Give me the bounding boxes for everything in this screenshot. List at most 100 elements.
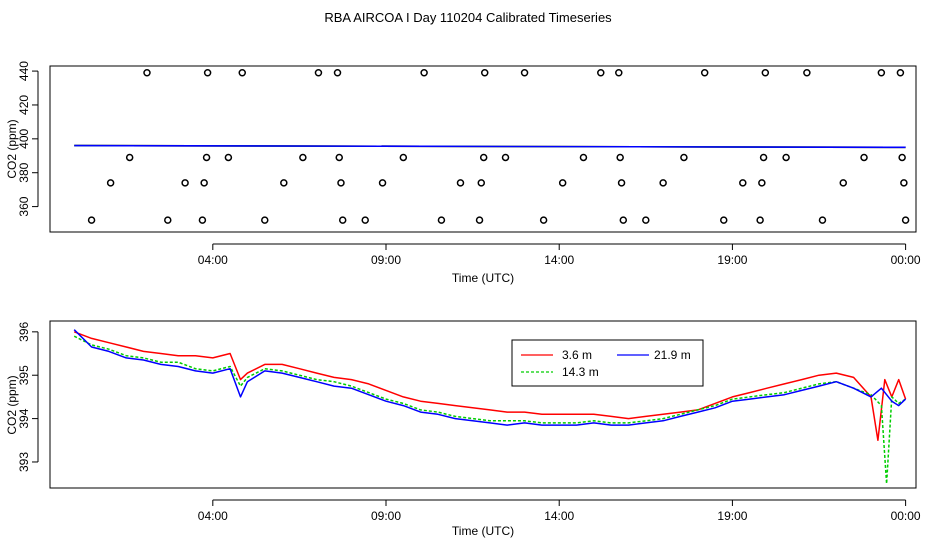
scatter-point [480,69,489,77]
scatter-point [803,69,811,77]
scatter-point [477,179,486,187]
bottom-y-axis-label: CO2 (ppm) [5,375,19,434]
bottom-x-axis-label: Time (UTC) [452,524,514,538]
top-y-tick-label: 380 [17,162,31,182]
scatter-point [333,69,342,77]
bottom-x-tick-label: 19:00 [717,509,747,523]
top-y-tick-label: 360 [17,196,31,216]
bottom-series-lines [73,329,907,485]
scatter-point [378,179,387,187]
panel-top: 04:00 09:00 14:00 19:00 00:00 360 380 400 420 440… [5,61,921,285]
scatter-point [642,216,650,224]
scatter-point [338,216,347,224]
scatter-point [719,216,728,224]
scatter-point [839,179,848,187]
top-x-tick-label: 04:00 [198,253,228,267]
scatter-point [756,216,764,224]
scatter-point [361,216,369,224]
legend-label-14-3m: 14.3 m [562,365,599,379]
scatter-point [761,69,770,77]
plot-frame-top [49,65,917,233]
scatter-point [782,153,790,162]
top-y-axis-label: CO2 (ppm) [5,119,19,178]
scatter-point [200,179,208,187]
legend: 3.6 m 21.9 m 14.3 m [511,339,704,387]
scatter-point [759,153,768,162]
scatter-point [597,69,605,77]
scatter-point [896,69,905,77]
scatter-point [337,179,345,187]
scatter-point [619,216,628,224]
scatter-point [700,69,709,77]
top-x-tick-label: 14:00 [544,253,574,267]
scatter-point [238,69,247,77]
scatter-point [615,69,623,77]
scatter-point [758,179,766,187]
legend-box [511,339,704,387]
top-axes: 04:00 09:00 14:00 19:00 00:00 360 380 400 420 440 [17,61,921,267]
top-x-tick-label: 09:00 [371,253,401,267]
scatter-point [818,216,827,224]
scatter-point [475,216,484,224]
bottom-series-3-6-m [73,331,907,442]
top-x-tick-label: 00:00 [891,253,921,267]
scatter-point [106,179,115,187]
scatter-point [202,153,211,162]
bottom-x-tick-label: 04:00 [198,509,228,523]
scatter-point [399,153,408,162]
bottom-y-tick-label: 396 [17,322,31,342]
scatter-point [125,153,134,162]
top-y-tick-label: 420 [17,95,31,115]
scatter-point [420,69,428,77]
scatter-point [198,216,207,224]
scatter-point [299,153,307,162]
bottom-x-tick-label: 09:00 [371,509,401,523]
scatter-point [579,153,588,162]
scatter-point [739,179,747,187]
top-x-axis-label: Time (UTC) [452,271,514,285]
scatter-point [261,216,269,224]
scatter-point [501,153,510,162]
scatter-point [900,179,908,187]
scatter-point [280,179,288,187]
scatter-point [680,153,688,162]
scatter-point [860,153,868,162]
scatter-point [456,179,465,187]
scatter-point [437,216,446,224]
scatter-point [224,153,233,162]
legend-label-21-9m: 21.9 m [654,348,691,362]
scatter-point [539,216,548,224]
scatter-point [479,153,488,162]
top-scatter-points [87,69,910,224]
bottom-y-tick-label: 395 [17,365,31,385]
scatter-point [616,153,624,162]
bottom-series-14-3-m [73,335,906,485]
scatter-point [898,153,906,162]
panel-bottom: 04:00 09:00 14:00 19:00 00:00 393 394 395 396 Ti… [5,320,921,538]
scatter-point [181,179,189,187]
bottom-y-tick-label: 393 [17,452,31,472]
chart-title: RBA AIRCOA I Day 110204 Calibrated Times… [324,10,612,25]
scatter-point [617,179,626,187]
bottom-x-tick-label: 00:00 [891,509,921,523]
bottom-series-21-9-m [73,329,907,426]
top-y-tick-label: 400 [17,129,31,149]
scatter-point [877,69,886,77]
scatter-point [558,179,567,187]
top-series-lines [74,144,906,149]
top-line-21-9-m [74,144,906,149]
legend-label-3-6m: 3.6 m [562,348,592,362]
scatter-point [520,69,529,77]
bottom-y-tick-label: 394 [17,408,31,428]
scatter-point [164,216,172,224]
scatter-point [87,216,96,224]
scatter-point [335,153,343,162]
scatter-point [203,69,212,77]
bottom-x-tick-label: 14:00 [544,509,574,523]
scatter-point [143,69,151,77]
scatter-point [659,179,667,187]
plot-frame-bottom [49,320,917,489]
top-y-tick-label: 440 [17,61,31,81]
scatter-point [314,69,323,77]
